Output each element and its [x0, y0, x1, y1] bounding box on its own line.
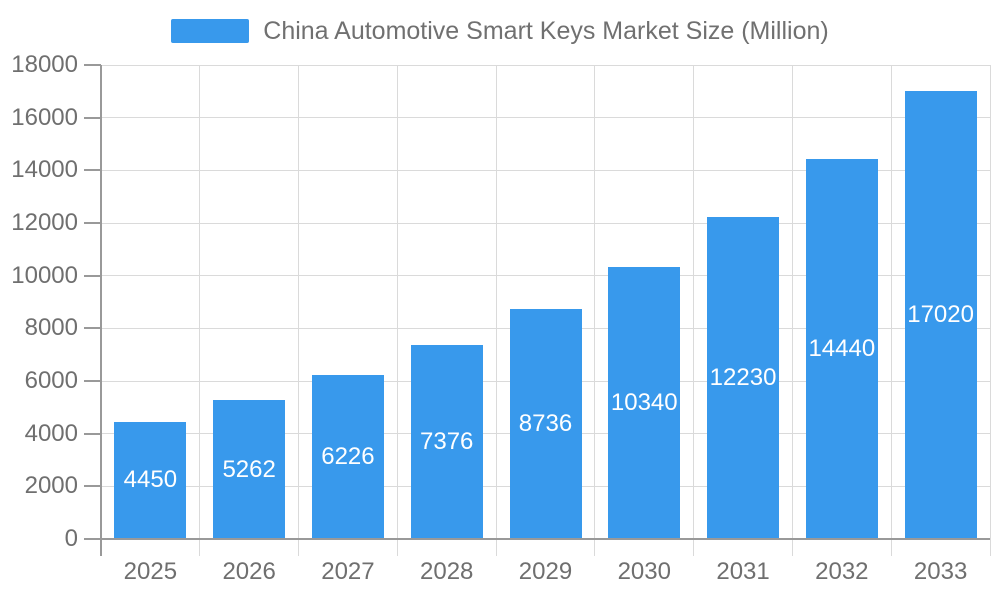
bar-value-label-2032: 14440: [808, 334, 876, 362]
bar-2030[interactable]: 10340: [608, 266, 681, 539]
v-gridline: [693, 65, 695, 556]
x-axis-label-2025: 2025: [123, 558, 178, 585]
x-axis-label-2031: 2031: [716, 558, 770, 585]
bar-value-label-2026: 5262: [222, 455, 276, 483]
y-axis-tick-10000: [84, 274, 101, 277]
legend-swatch-icon: [171, 19, 250, 43]
v-gridline: [989, 65, 991, 556]
x-axis-label-2030: 2030: [617, 558, 671, 585]
y-axis-label-14000: 14000: [11, 156, 78, 184]
v-gridline: [298, 65, 300, 556]
x-axis-line: [84, 538, 990, 540]
y-axis-tick-16000: [84, 116, 101, 119]
x-axis-label-2028: 2028: [420, 558, 474, 585]
y-axis-tick-4000: [84, 432, 101, 435]
x-axis-label-2032: 2032: [815, 558, 869, 585]
h-gridline-16000: [101, 117, 990, 119]
v-gridline: [396, 65, 398, 556]
x-axis-label-2029: 2029: [518, 558, 573, 585]
y-axis-tick-8000: [84, 327, 101, 330]
y-axis-tick-6000: [84, 380, 101, 382]
y-axis-tick-12000: [84, 222, 101, 224]
y-axis-label-8000: 8000: [24, 314, 78, 342]
y-axis-tick-18000: [84, 64, 101, 66]
bar-2026[interactable]: 5262: [213, 400, 286, 539]
bar-value-label-2031: 12230: [709, 363, 777, 391]
v-gridline: [495, 65, 497, 556]
bar-value-label-2033: 17020: [907, 300, 974, 328]
legend[interactable]: China Automotive Smart Keys Market Size …: [0, 14, 1000, 48]
y-axis-label-10000: 10000: [11, 261, 78, 289]
y-axis-label-12000: 12000: [11, 209, 78, 236]
y-axis-label-2000: 2000: [24, 472, 78, 500]
bar-value-label-2025: 4450: [123, 466, 178, 494]
v-gridline: [791, 65, 793, 556]
bar-2029[interactable]: 8736: [509, 308, 582, 539]
bar-value-label-2027: 6226: [321, 443, 375, 471]
y-axis-label-4000: 4000: [24, 419, 78, 447]
x-axis-label-2026: 2026: [222, 558, 276, 585]
y-axis-label-0: 0: [64, 525, 78, 552]
y-axis-label-16000: 16000: [11, 103, 78, 131]
h-gridline-10000: [101, 275, 990, 277]
bar-2025[interactable]: 4450: [114, 421, 187, 539]
chart-title: China Automotive Smart Keys Market Size …: [263, 16, 829, 45]
bar-2033[interactable]: 17020: [904, 90, 977, 539]
v-gridline: [199, 65, 201, 556]
y-axis-label-6000: 6000: [24, 367, 78, 394]
x-axis-label-2033: 2033: [913, 558, 968, 585]
v-gridline: [594, 65, 596, 556]
bar-2032[interactable]: 14440: [805, 158, 878, 539]
bar-2031[interactable]: 12230: [707, 216, 780, 539]
bar-value-label-2030: 10340: [610, 388, 678, 416]
v-gridline: [890, 65, 892, 556]
bar-value-label-2029: 8736: [518, 409, 573, 437]
x-axis-label-2027: 2027: [321, 558, 375, 585]
y-axis-label-18000: 18000: [11, 51, 78, 78]
bar-2027[interactable]: 6226: [311, 375, 384, 539]
h-gridline-14000: [101, 169, 990, 171]
h-gridline-18000: [101, 64, 990, 66]
h-gridline-12000: [101, 222, 990, 224]
bar-value-label-2028: 7376: [420, 427, 474, 455]
y-axis-tick-2000: [84, 485, 101, 488]
y-axis-line: [100, 65, 102, 556]
y-axis-tick-14000: [84, 169, 101, 172]
bar-2028[interactable]: 7376: [410, 344, 483, 539]
